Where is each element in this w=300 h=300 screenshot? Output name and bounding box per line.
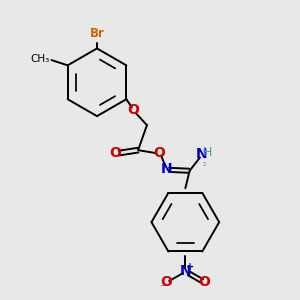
Text: ₂: ₂ bbox=[203, 159, 206, 168]
Text: O: O bbox=[109, 146, 121, 160]
Text: CH₃: CH₃ bbox=[30, 54, 49, 64]
Text: O: O bbox=[199, 275, 210, 290]
Text: O: O bbox=[160, 275, 172, 290]
Text: N: N bbox=[179, 264, 191, 278]
Text: N: N bbox=[196, 147, 207, 161]
Text: H: H bbox=[203, 146, 213, 159]
Text: +: + bbox=[186, 262, 194, 272]
Text: ⁻: ⁻ bbox=[160, 283, 166, 293]
Text: O: O bbox=[153, 146, 165, 160]
Text: Br: Br bbox=[90, 27, 104, 40]
Text: N: N bbox=[160, 162, 172, 176]
Text: O: O bbox=[128, 103, 140, 117]
